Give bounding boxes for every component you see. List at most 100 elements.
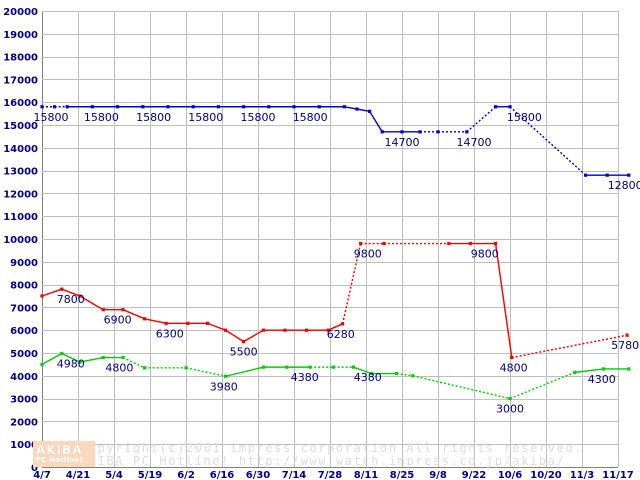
data-point-marker-red xyxy=(121,308,125,312)
y-axis-tick-label: 8000 xyxy=(10,281,38,292)
data-point-marker-red xyxy=(341,322,345,326)
data-point-value-label: 14700 xyxy=(457,136,492,149)
data-point-marker-red xyxy=(359,241,363,246)
data-point-value-label: 5780 xyxy=(611,339,639,352)
data-point-marker-blue xyxy=(53,105,57,109)
data-point-marker-red xyxy=(494,241,498,246)
x-axis-tick-label: 6/2 xyxy=(177,470,195,480)
data-point-marker-blue xyxy=(191,105,195,109)
data-point-value-label: 6900 xyxy=(104,314,132,327)
data-point-value-label: 14700 xyxy=(385,136,420,149)
data-point-marker-blue xyxy=(166,105,170,109)
data-point-marker-green xyxy=(351,365,355,369)
series-segment-blue xyxy=(466,106,497,133)
data-point-marker-blue xyxy=(508,105,512,109)
y-axis-tick-label: 16000 xyxy=(3,98,38,109)
series-segment-blue xyxy=(356,108,370,113)
y-axis-tick-label: 11000 xyxy=(3,212,38,223)
x-axis-tick-label: 10/20 xyxy=(530,470,562,480)
data-point-marker-green xyxy=(332,365,336,369)
data-point-marker-red xyxy=(101,308,105,312)
data-point-marker-green xyxy=(121,355,125,360)
series-segment-green xyxy=(185,367,226,377)
data-point-marker-green xyxy=(60,351,64,356)
grid-lines xyxy=(42,11,619,468)
data-point-marker-blue xyxy=(494,105,498,109)
data-point-marker-green xyxy=(602,367,606,371)
watermark-copyright: Copyright(c)2001 impress corporation All… xyxy=(80,441,583,455)
data-point-marker-blue xyxy=(465,130,469,134)
series-segment-green xyxy=(79,356,104,363)
data-point-marker-red xyxy=(326,328,330,332)
data-point-marker-green xyxy=(184,366,188,370)
y-axis-tick-label: 6000 xyxy=(10,326,38,337)
data-point-marker-green xyxy=(78,360,82,364)
data-point-value-label: 4380 xyxy=(354,371,382,384)
y-axis-tick-label: 20000 xyxy=(3,7,38,18)
data-point-marker-red xyxy=(186,321,190,325)
data-point-marker-red xyxy=(510,355,514,360)
series-segment-red xyxy=(79,295,104,311)
series-segment-red xyxy=(225,329,244,343)
data-point-marker-blue xyxy=(65,105,69,109)
logo-title: AKIBA xyxy=(36,443,83,457)
data-point-marker-blue xyxy=(605,173,609,177)
series-segment-red xyxy=(122,309,145,320)
data-point-marker-blue xyxy=(627,173,631,177)
data-point-marker-red xyxy=(447,241,451,246)
data-point-marker-green xyxy=(395,371,399,376)
data-point-value-label: 9800 xyxy=(354,248,382,261)
data-point-marker-green xyxy=(369,371,373,376)
y-axis-tick-label: 5000 xyxy=(10,349,38,360)
data-point-value-label: 15800 xyxy=(293,111,328,124)
data-point-marker-red xyxy=(468,241,472,246)
y-axis-tick-label: 17000 xyxy=(3,75,38,86)
data-point-marker-blue xyxy=(317,105,321,109)
y-axis-tick-label: 7000 xyxy=(10,303,38,314)
x-axis-tick-label: 8/11 xyxy=(354,470,379,480)
data-point-marker-green xyxy=(411,374,415,378)
data-point-value-label: 4800 xyxy=(105,362,133,375)
data-point-marker-green xyxy=(261,365,265,369)
data-point-marker-red xyxy=(224,328,228,332)
data-point-marker-blue xyxy=(116,105,120,109)
data-point-value-label: 4300 xyxy=(588,373,616,386)
y-axis-tick-label: 14000 xyxy=(3,144,38,155)
series-segment-red xyxy=(341,243,362,324)
data-point-marker-green xyxy=(627,367,631,371)
data-point-marker-green xyxy=(285,365,289,369)
data-point-marker-blue xyxy=(368,109,372,113)
data-point-value-label: 12800 xyxy=(608,179,640,192)
data-point-marker-red xyxy=(143,317,147,321)
data-point-marker-red xyxy=(625,333,629,337)
data-point-marker-blue xyxy=(292,105,296,109)
y-axis-tick-label: 1000 xyxy=(10,440,38,451)
y-axis-tick-label: 15000 xyxy=(3,121,38,132)
series-segment-red xyxy=(144,318,167,325)
series-segment-red xyxy=(494,243,513,358)
y-axis-tick-label: 12000 xyxy=(3,189,38,200)
x-axis-tick-label: 7/14 xyxy=(282,470,307,480)
x-axis-tick-label: 6/16 xyxy=(210,470,235,480)
x-axis-tick-label: 5/4 xyxy=(105,470,123,480)
y-axis-tick-label: 2000 xyxy=(10,417,38,428)
series-segment-blue xyxy=(344,106,358,110)
y-axis-tick-label: 3000 xyxy=(10,395,38,406)
watermark-text: Copyright(c)2001 impress corporation All… xyxy=(80,441,583,468)
x-axis-tick-label: 11/3 xyxy=(570,470,595,480)
data-point-marker-green xyxy=(101,355,105,360)
x-axis-labels: 4/7 4/21 5/4 5/19 6/2 6/16 6/30 7/14 7/28 8/11 8/2… xyxy=(33,470,634,480)
series-segment-green xyxy=(412,375,511,400)
data-point-value-label: 4800 xyxy=(500,362,528,375)
data-point-marker-green xyxy=(40,362,44,366)
series-segment-green xyxy=(41,352,63,366)
data-point-value-label: 15800 xyxy=(507,111,542,124)
data-point-marker-red xyxy=(40,294,44,298)
x-axis-tick-label: 10/6 xyxy=(498,470,523,480)
data-point-marker-blue xyxy=(141,105,145,109)
y-axis-tick-label: 0 xyxy=(31,463,38,474)
data-point-value-label: 5500 xyxy=(230,346,258,359)
data-point-marker-green xyxy=(143,366,147,370)
data-point-marker-green xyxy=(308,365,312,369)
